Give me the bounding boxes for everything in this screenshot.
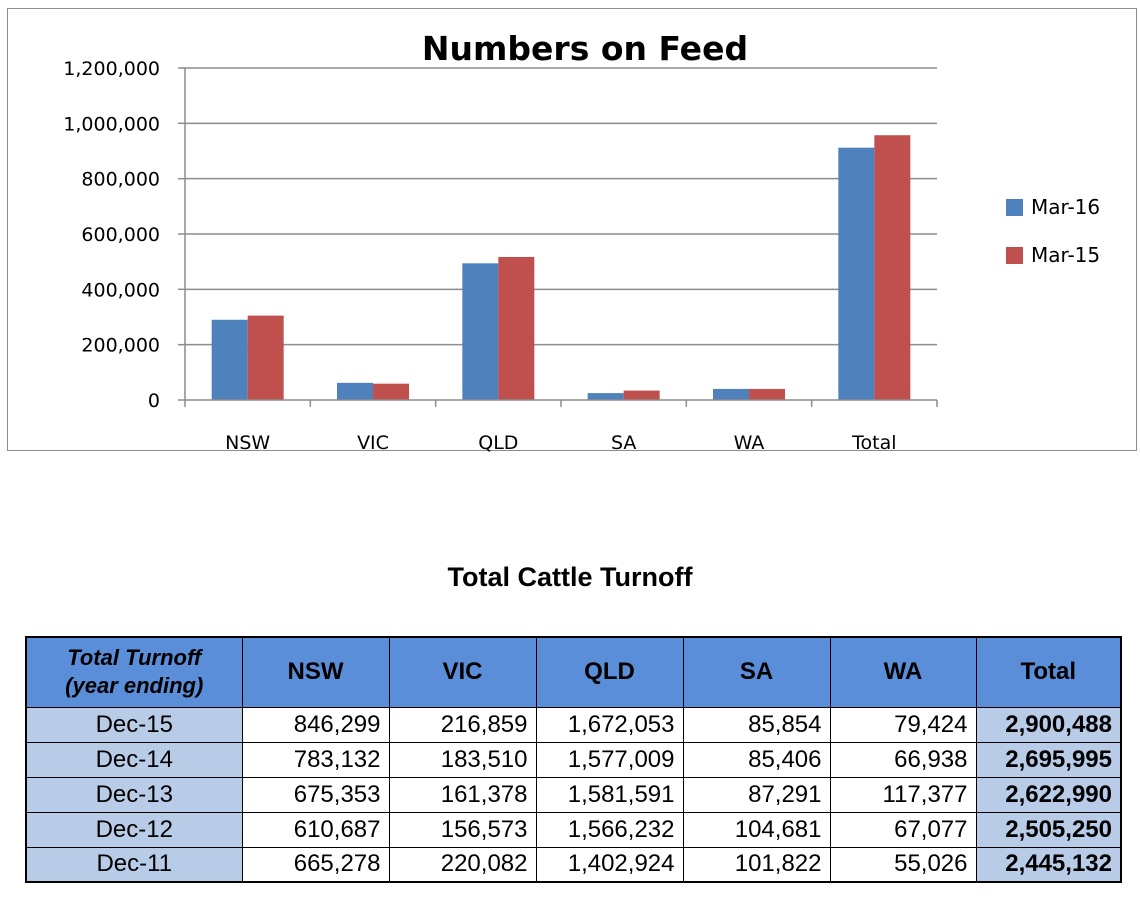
numbers-on-feed-chart: Numbers on Feed 0 200,000 400,000 600,000 80…	[63, 29, 1100, 454]
y-tick-label: 800,000	[81, 169, 160, 191]
x-tick-label: NSW	[225, 432, 270, 454]
legend-label: Mar-15	[1031, 243, 1100, 267]
table-cell: 783,132	[241, 741, 390, 778]
table-cell: 87,291	[682, 776, 831, 813]
cattle-turnoff-table: Total Turnoff (year ending) NSW VIC QLD …	[25, 636, 1122, 883]
total-cell: 2,445,132	[975, 846, 1122, 883]
table-cell: 55,026	[829, 846, 977, 883]
chart-frame	[7, 8, 1137, 451]
table-title: Total Cattle Turnoff	[447, 562, 693, 592]
table-cell: 675,353	[241, 776, 390, 813]
table-cell: 610,687	[241, 811, 390, 848]
y-tick-label: 200,000	[81, 335, 160, 357]
bar-mar-15-total	[874, 135, 911, 401]
table-cell: 85,406	[682, 741, 831, 778]
column-header-nsw: NSW	[241, 636, 390, 708]
corner-header-line2: (year ending)	[65, 673, 204, 699]
table-cell: 156,573	[388, 811, 537, 848]
table-cell: 1,672,053	[535, 706, 684, 743]
bar-mar-15-sa	[623, 390, 660, 400]
bar-mar-15-qld	[498, 256, 535, 400]
bar-mar-16-total	[838, 147, 875, 400]
table-cell: 66,938	[829, 741, 977, 778]
table-cell: 1,577,009	[535, 741, 684, 778]
row-label: Dec-15	[25, 706, 243, 743]
x-tick-label: QLD	[478, 432, 518, 454]
table-row: Dec-12 610,687 156,573 1,566,232 104,681…	[25, 811, 1122, 848]
row-label: Dec-12	[25, 811, 243, 848]
table-header-row: Total Turnoff (year ending) NSW VIC QLD …	[25, 636, 1122, 708]
row-label: Dec-11	[25, 846, 243, 883]
total-cell: 2,900,488	[975, 706, 1122, 743]
column-header-vic: VIC	[388, 636, 537, 708]
y-tick-label: 1,000,000	[63, 113, 160, 135]
table-cell: 85,854	[682, 706, 831, 743]
x-tick-label: SA	[611, 432, 636, 454]
y-tick-label: 600,000	[81, 224, 160, 246]
table-cell: 665,278	[241, 846, 390, 883]
corner-header: Total Turnoff (year ending)	[25, 636, 243, 708]
table-cell: 846,299	[241, 706, 390, 743]
bar-mar-15-nsw	[247, 315, 284, 400]
bar-mar-16-nsw	[211, 319, 248, 400]
table-row: Dec-15 846,299 216,859 1,672,053 85,854 …	[25, 706, 1122, 743]
table-cell: 216,859	[388, 706, 537, 743]
column-header-wa: WA	[829, 636, 977, 708]
y-tick-label: 0	[148, 390, 160, 412]
column-header-sa: SA	[682, 636, 831, 708]
gridlines	[185, 67, 937, 346]
total-cell: 2,505,250	[975, 811, 1122, 848]
table-cell: 117,377	[829, 776, 977, 813]
table-cell: 1,566,232	[535, 811, 684, 848]
x-tick-label: VIC	[357, 432, 389, 454]
table-cell: 67,077	[829, 811, 977, 848]
legend-label: Mar-16	[1031, 195, 1100, 219]
row-label: Dec-14	[25, 741, 243, 778]
x-tick-label: Total	[851, 432, 896, 454]
bar-mar-15-wa	[749, 388, 785, 400]
table-row: Dec-11 665,278 220,082 1,402,924 101,822…	[25, 846, 1122, 883]
legend-swatch	[1006, 199, 1023, 216]
table-cell: 1,581,591	[535, 776, 684, 813]
chart-title: Numbers on Feed	[422, 29, 748, 68]
legend: Mar-16 Mar-15	[1006, 195, 1100, 267]
table-row: Dec-13 675,353 161,378 1,581,591 87,291 …	[25, 776, 1122, 813]
column-header-qld: QLD	[535, 636, 684, 708]
bar-mar-16-sa	[587, 393, 624, 400]
table-cell: 183,510	[388, 741, 537, 778]
axes: 0 200,000 400,000 600,000 800,000 1,000,000 1,…	[63, 58, 938, 454]
row-label: Dec-13	[25, 776, 243, 813]
y-tick-label: 1,200,000	[63, 58, 160, 80]
y-tick-label: 400,000	[81, 279, 160, 301]
table-cell: 1,402,924	[535, 846, 684, 883]
bar-mar-16-wa	[713, 388, 749, 400]
total-cell: 2,622,990	[975, 776, 1122, 813]
corner-header-line1: Total Turnoff	[67, 645, 202, 671]
bar-mar-15-vic	[373, 383, 409, 400]
x-tick-label: WA	[734, 432, 765, 454]
table-cell: 104,681	[682, 811, 831, 848]
table-cell: 79,424	[829, 706, 977, 743]
legend-swatch	[1006, 247, 1023, 264]
bar-mar-16-vic	[337, 382, 373, 400]
total-cell: 2,695,995	[975, 741, 1122, 778]
bar-mar-16-qld	[462, 263, 499, 400]
table-row: Dec-14 783,132 183,510 1,577,009 85,406 …	[25, 741, 1122, 778]
column-header-total: Total	[975, 636, 1122, 708]
table-cell: 161,378	[388, 776, 537, 813]
bars	[211, 135, 911, 401]
table-cell: 101,822	[682, 846, 831, 883]
table-cell: 220,082	[388, 846, 537, 883]
